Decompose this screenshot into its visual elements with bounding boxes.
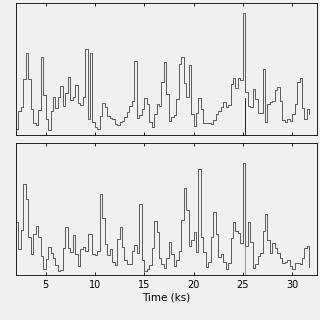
X-axis label: Time (ks): Time (ks) <box>142 293 190 303</box>
